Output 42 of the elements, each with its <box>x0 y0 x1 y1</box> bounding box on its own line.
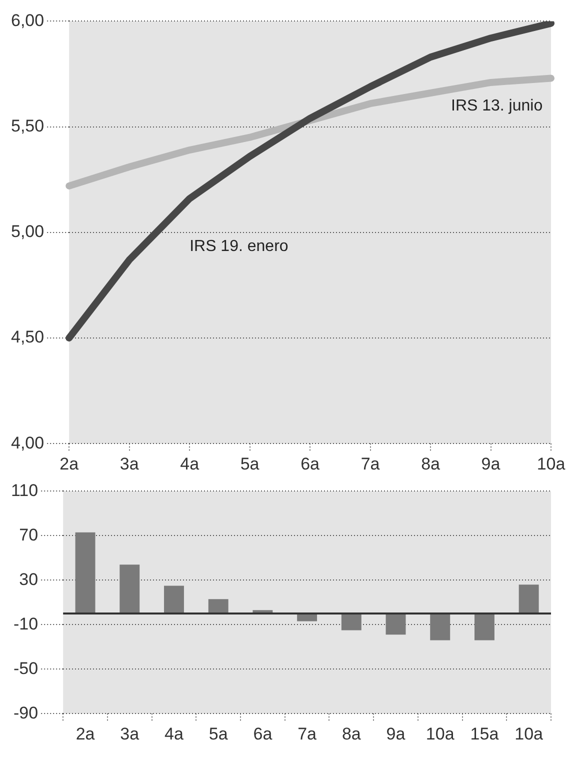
bar <box>120 564 140 614</box>
x-tick-label: 2a <box>76 724 96 744</box>
bar <box>208 599 228 614</box>
series-label: IRS 19. enero <box>190 238 288 256</box>
x-tick-label: 5a <box>208 724 228 744</box>
x-tick-label: 3a <box>120 724 140 744</box>
x-tick-label: 6a <box>253 724 273 744</box>
bar <box>164 586 184 614</box>
x-tick-label: 9a <box>481 454 501 474</box>
bar <box>518 584 539 614</box>
x-tick-label: 4a <box>180 454 200 474</box>
x-tick-label: 10a <box>426 724 455 744</box>
x-tick-label: 8a <box>421 454 441 474</box>
y-tick-label: -90 <box>14 703 38 722</box>
y-tick-label: 4,00 <box>10 433 44 452</box>
y-tick-label: 110 <box>10 480 38 500</box>
x-tick-label: 9a <box>386 724 406 744</box>
y-tick-label: 30 <box>19 570 38 589</box>
x-tick-label: 7a <box>360 454 380 474</box>
y-tick-label: 70 <box>19 525 38 544</box>
x-tick-label: 7a <box>298 724 318 744</box>
x-tick-label: 10a <box>536 454 566 474</box>
x-tick-label: 8a <box>342 724 362 744</box>
x-tick-label: 3a <box>120 454 140 474</box>
x-tick-label: 4a <box>164 724 184 744</box>
y-tick-label: 4,50 <box>10 328 44 347</box>
y-tick-label: -50 <box>14 658 38 678</box>
x-tick-label: 15a <box>470 724 500 744</box>
x-tick-label: 10a <box>514 724 544 744</box>
y-tick-label: 5,50 <box>10 116 44 136</box>
y-tick-label: -10 <box>14 614 38 634</box>
bar <box>430 614 450 640</box>
y-tick-label: 5,00 <box>10 222 44 242</box>
series-label: IRS 13. junio <box>451 98 543 115</box>
x-tick-label: 2a <box>60 454 80 474</box>
bar <box>341 614 362 630</box>
y-tick-label: 6,00 <box>10 10 44 30</box>
bar <box>386 614 406 635</box>
bar <box>474 614 494 640</box>
x-tick-label: 6a <box>300 454 320 474</box>
x-tick-label: 5a <box>240 454 260 474</box>
bar <box>75 532 96 614</box>
